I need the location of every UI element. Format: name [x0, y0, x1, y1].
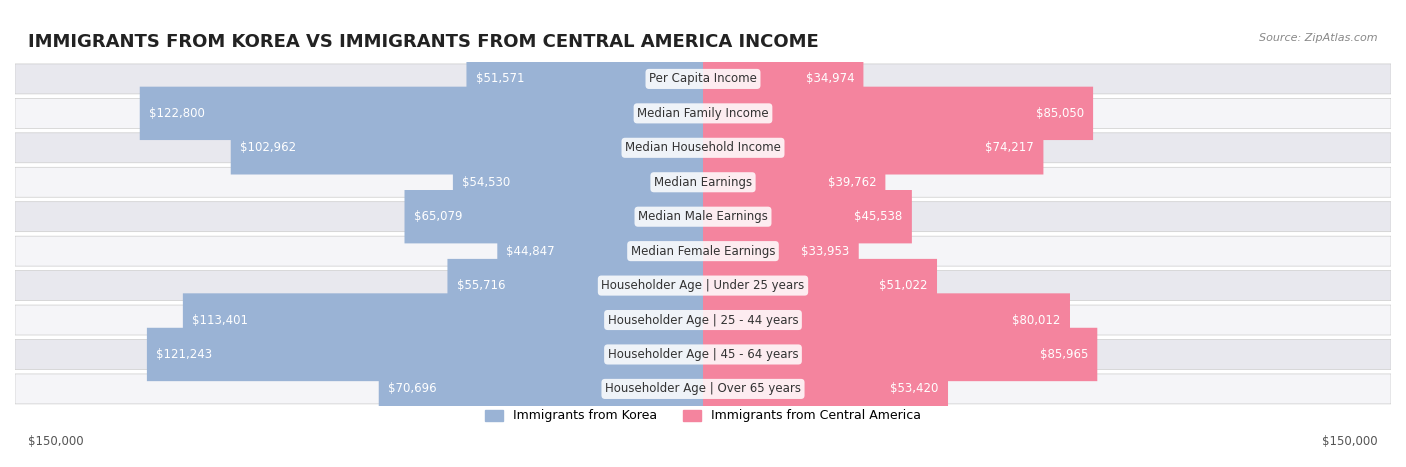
FancyBboxPatch shape: [703, 259, 936, 312]
FancyBboxPatch shape: [15, 64, 1391, 94]
FancyBboxPatch shape: [467, 52, 703, 106]
Text: $53,420: $53,420: [890, 382, 939, 396]
Text: $121,243: $121,243: [156, 348, 212, 361]
FancyBboxPatch shape: [703, 190, 912, 243]
FancyBboxPatch shape: [139, 87, 703, 140]
Text: Median Family Income: Median Family Income: [637, 107, 769, 120]
FancyBboxPatch shape: [703, 121, 1043, 175]
Legend: Immigrants from Korea, Immigrants from Central America: Immigrants from Korea, Immigrants from C…: [479, 404, 927, 427]
FancyBboxPatch shape: [15, 305, 1391, 335]
FancyBboxPatch shape: [498, 225, 703, 278]
FancyBboxPatch shape: [15, 99, 1391, 128]
FancyBboxPatch shape: [15, 167, 1391, 197]
Text: Median Household Income: Median Household Income: [626, 142, 780, 154]
FancyBboxPatch shape: [703, 87, 1092, 140]
Text: $55,716: $55,716: [457, 279, 505, 292]
Text: Median Female Earnings: Median Female Earnings: [631, 245, 775, 258]
Text: IMMIGRANTS FROM KOREA VS IMMIGRANTS FROM CENTRAL AMERICA INCOME: IMMIGRANTS FROM KOREA VS IMMIGRANTS FROM…: [28, 33, 818, 51]
Text: $113,401: $113,401: [193, 313, 247, 326]
FancyBboxPatch shape: [703, 362, 948, 416]
Text: $65,079: $65,079: [413, 210, 463, 223]
Text: Householder Age | Over 65 years: Householder Age | Over 65 years: [605, 382, 801, 396]
FancyBboxPatch shape: [453, 156, 703, 209]
Text: $45,538: $45,538: [855, 210, 903, 223]
Text: Median Male Earnings: Median Male Earnings: [638, 210, 768, 223]
FancyBboxPatch shape: [15, 236, 1391, 266]
Text: $102,962: $102,962: [240, 142, 297, 154]
Text: Householder Age | 45 - 64 years: Householder Age | 45 - 64 years: [607, 348, 799, 361]
FancyBboxPatch shape: [703, 293, 1070, 347]
FancyBboxPatch shape: [447, 259, 703, 312]
Text: $51,571: $51,571: [475, 72, 524, 85]
FancyBboxPatch shape: [405, 190, 703, 243]
Text: $44,847: $44,847: [506, 245, 555, 258]
Text: Source: ZipAtlas.com: Source: ZipAtlas.com: [1260, 33, 1378, 42]
FancyBboxPatch shape: [15, 374, 1391, 404]
FancyBboxPatch shape: [15, 270, 1391, 301]
Text: $122,800: $122,800: [149, 107, 205, 120]
FancyBboxPatch shape: [703, 156, 886, 209]
FancyBboxPatch shape: [183, 293, 703, 347]
FancyBboxPatch shape: [378, 362, 703, 416]
Text: $80,012: $80,012: [1012, 313, 1060, 326]
Text: $33,953: $33,953: [801, 245, 849, 258]
FancyBboxPatch shape: [15, 202, 1391, 232]
FancyBboxPatch shape: [703, 52, 863, 106]
Text: $150,000: $150,000: [28, 435, 84, 448]
FancyBboxPatch shape: [15, 133, 1391, 163]
Text: $74,217: $74,217: [986, 142, 1035, 154]
FancyBboxPatch shape: [15, 340, 1391, 369]
Text: Per Capita Income: Per Capita Income: [650, 72, 756, 85]
Text: $150,000: $150,000: [1322, 435, 1378, 448]
Text: $39,762: $39,762: [828, 176, 876, 189]
FancyBboxPatch shape: [231, 121, 703, 175]
FancyBboxPatch shape: [146, 328, 703, 381]
Text: $85,965: $85,965: [1040, 348, 1088, 361]
Text: Householder Age | Under 25 years: Householder Age | Under 25 years: [602, 279, 804, 292]
Text: $51,022: $51,022: [879, 279, 928, 292]
FancyBboxPatch shape: [703, 328, 1097, 381]
Text: Householder Age | 25 - 44 years: Householder Age | 25 - 44 years: [607, 313, 799, 326]
Text: $85,050: $85,050: [1036, 107, 1084, 120]
Text: Median Earnings: Median Earnings: [654, 176, 752, 189]
Text: $34,974: $34,974: [806, 72, 855, 85]
FancyBboxPatch shape: [703, 225, 859, 278]
Text: $54,530: $54,530: [463, 176, 510, 189]
Text: $70,696: $70,696: [388, 382, 436, 396]
